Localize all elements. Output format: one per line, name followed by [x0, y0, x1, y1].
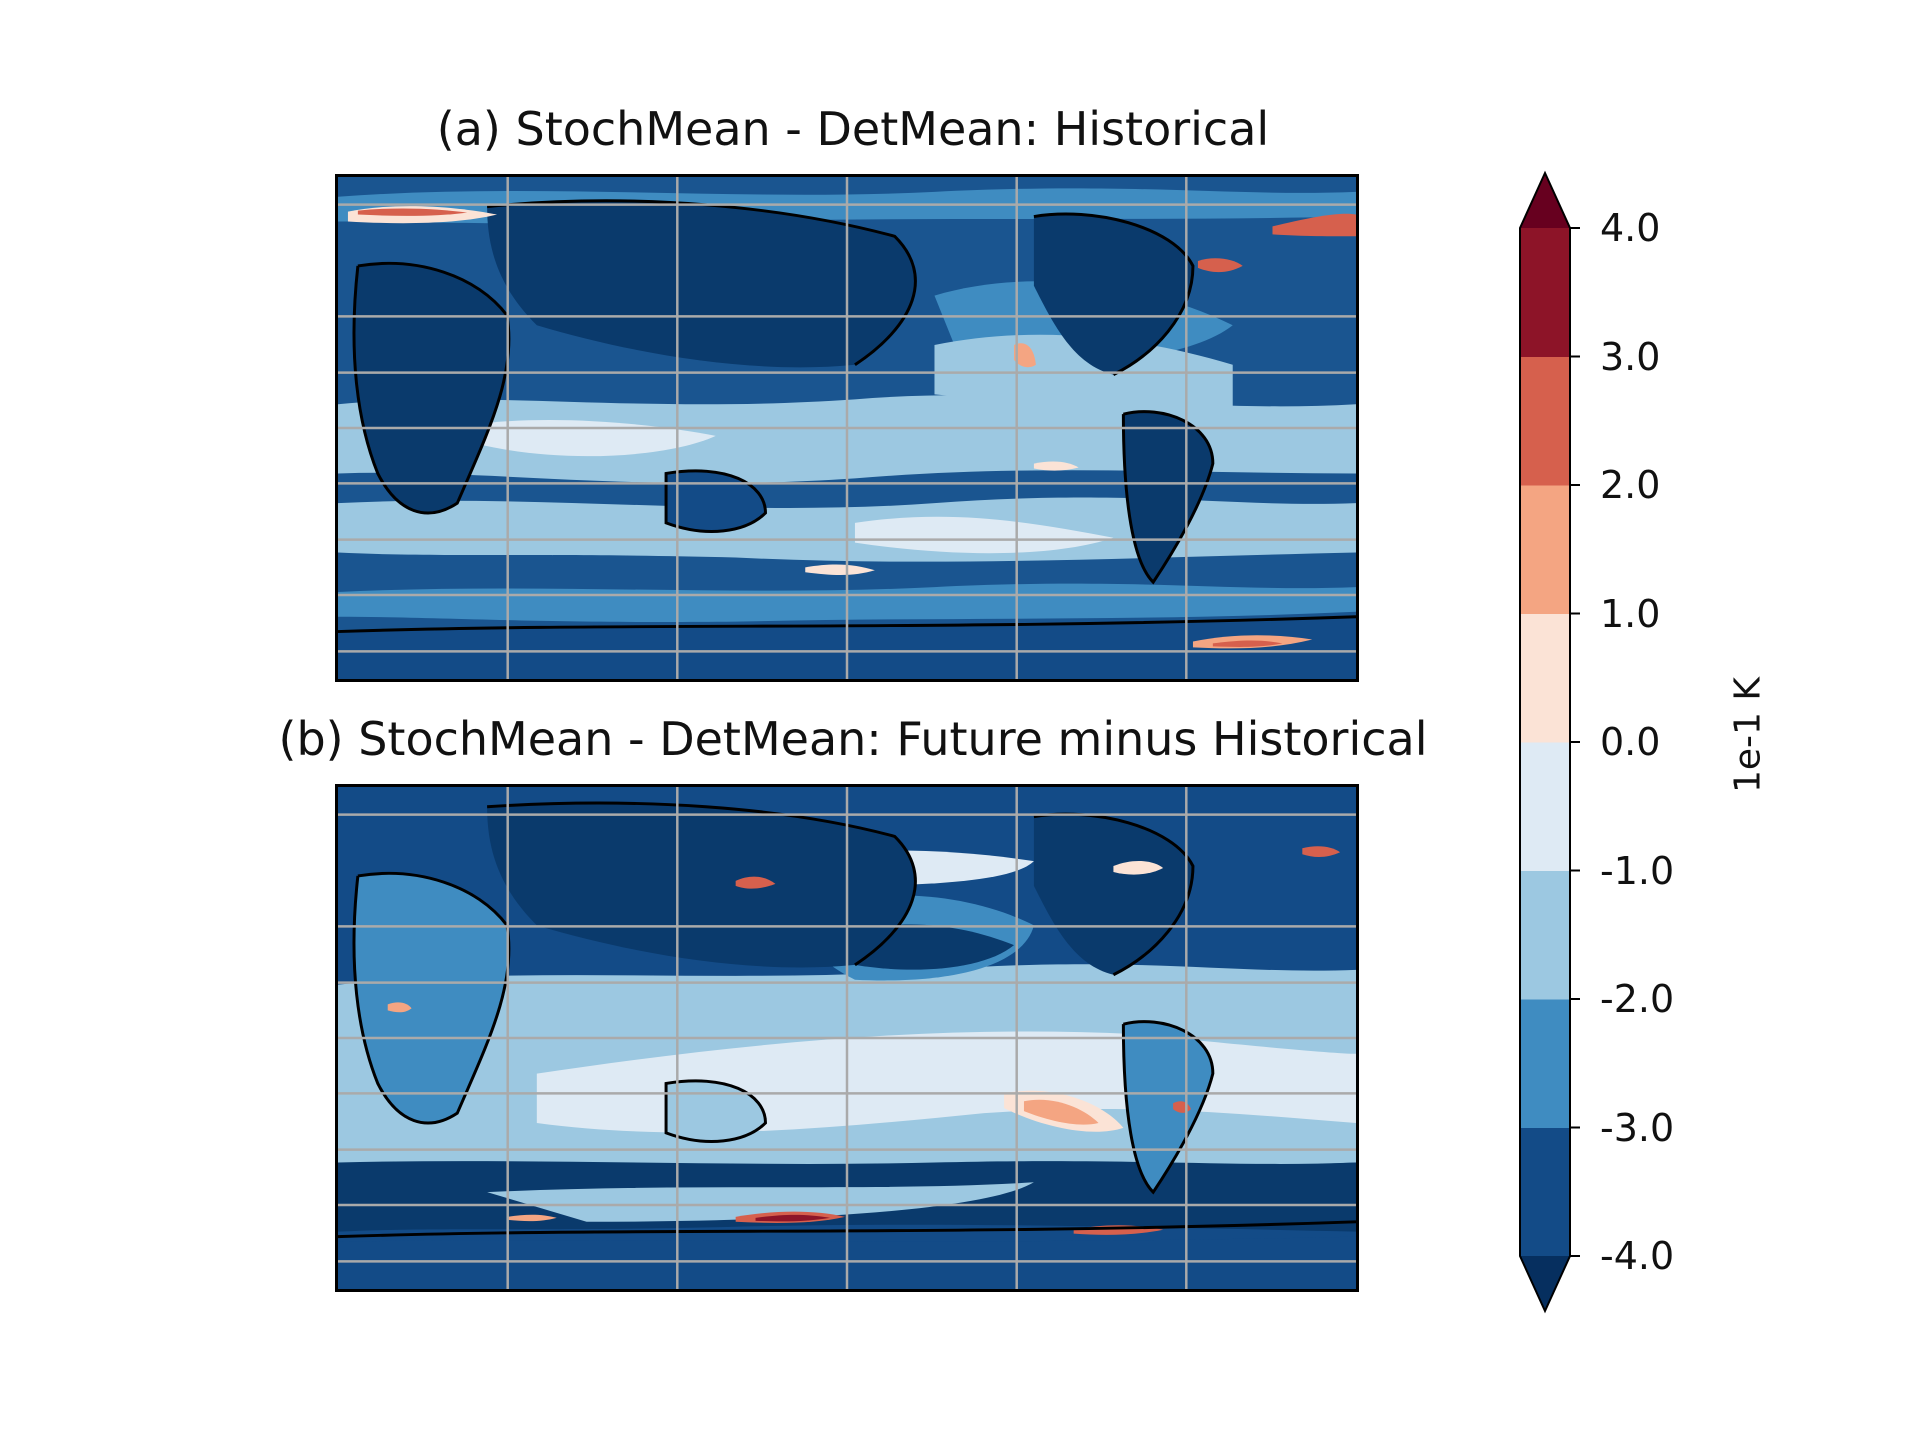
panel-a-map	[335, 174, 1359, 682]
field-positive	[387, 1002, 412, 1013]
colorbar-segment	[1520, 870, 1570, 1000]
colorbar-tick-label: 4.0	[1600, 206, 1661, 250]
field-positive	[1272, 213, 1356, 237]
colorbar-tick-label: -4.0	[1600, 1234, 1675, 1278]
landmass	[487, 200, 916, 368]
field-positive	[755, 1214, 831, 1222]
colorbar-tick-label: 3.0	[1600, 334, 1661, 379]
colorbar-extend-min	[1520, 1256, 1570, 1311]
coastline	[664, 1079, 767, 1143]
panel-a-title: (a) StochMean - DetMean: Historical	[436, 102, 1270, 156]
colorbar-segment	[1520, 999, 1570, 1128]
gridlines	[338, 177, 1356, 679]
field-positive	[1302, 846, 1341, 857]
panel-b-field	[338, 787, 1356, 1289]
field-positive	[1197, 258, 1243, 273]
landmass	[1033, 814, 1193, 975]
colorbar-segment	[1520, 356, 1570, 486]
colorbar-ticks	[1570, 227, 1580, 1257]
landmass	[353, 263, 509, 513]
field-positive	[805, 564, 875, 576]
colorbar-tick-label: -2.0	[1600, 977, 1675, 1021]
field-positive	[1014, 343, 1036, 368]
colorbar-segment	[1520, 613, 1570, 743]
panel-a-field	[338, 177, 1356, 679]
landmass	[353, 873, 509, 1123]
field-positive	[1023, 1099, 1099, 1125]
field-band	[934, 334, 1233, 415]
coastline	[338, 615, 1356, 634]
landmass	[1033, 214, 1193, 375]
coastline	[338, 1220, 1356, 1239]
field-band	[854, 516, 1114, 554]
field-positive	[1212, 640, 1283, 647]
field-positive	[357, 208, 468, 216]
coastline	[664, 469, 767, 533]
landmass	[666, 1080, 766, 1142]
colorbar-tick-label: -3.0	[1600, 1105, 1675, 1150]
field-band	[487, 1182, 1034, 1222]
landmass	[666, 470, 766, 532]
colorbar	[1519, 170, 1580, 1314]
colorbar-tick-label: 0.0	[1600, 720, 1661, 764]
colorbar-segments	[1519, 170, 1571, 1314]
coastline	[1033, 212, 1195, 376]
colorbar-segment	[1520, 228, 1570, 357]
coastline	[352, 262, 511, 515]
field-positive	[1113, 861, 1164, 875]
colorbar-tick-label: 2.0	[1600, 463, 1661, 507]
colorbar-tick-label: -1.0	[1600, 848, 1675, 893]
field-positive	[1033, 461, 1079, 471]
coastline	[352, 872, 511, 1125]
field-positive	[507, 1214, 557, 1222]
coastline	[487, 801, 917, 967]
gridlines	[338, 787, 1356, 1289]
field-positive	[735, 876, 776, 889]
colorbar-segment	[1520, 485, 1570, 614]
panel-b-map	[335, 784, 1359, 1292]
colorbar-unit-label: 1e-1 K	[1727, 677, 1769, 793]
colorbar-tick-label: 1.0	[1600, 591, 1661, 636]
colorbar-segment	[1520, 1127, 1570, 1257]
panel-b-title: (b) StochMean - DetMean: Future minus Hi…	[278, 712, 1428, 766]
colorbar-segment	[1520, 742, 1570, 871]
colorbar-extend-max	[1520, 173, 1570, 228]
coastline	[486, 199, 917, 366]
